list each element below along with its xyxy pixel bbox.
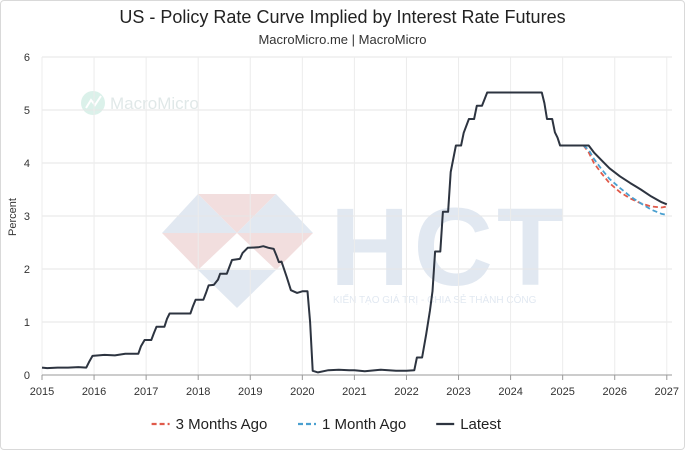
y-axis-label: Percent <box>7 198 19 236</box>
y-tick-label: 3 <box>24 211 30 223</box>
watermark: MacroMicro HCT KIẾN TẠO GIÁ TRỊ - CHIA S… <box>81 91 568 309</box>
y-tick-label: 0 <box>24 370 30 382</box>
x-tick-label: 2027 <box>655 386 679 398</box>
hct-diamond-top-icon <box>198 194 237 233</box>
legend-item-label[interactable]: Latest <box>460 416 502 433</box>
chart-subtitle: MacroMicro.me | MacroMicro <box>258 32 427 47</box>
x-tick-label: 2019 <box>238 386 262 398</box>
hct-slogan-watermark: KIẾN TẠO GIÁ TRỊ - CHIA SẺ THÀNH CÔNG <box>333 293 537 306</box>
axes: 0 1 2 3 4 5 6 2015 2016 2017 2018 2019 2020 2021 2022 2… <box>24 52 679 398</box>
x-tick-label: 2022 <box>394 386 418 398</box>
x-tick-label: 2026 <box>602 386 626 398</box>
y-tick-label: 5 <box>24 105 30 117</box>
y-tick-label: 6 <box>24 52 30 64</box>
hct-diamond-right-icon <box>237 194 313 233</box>
y-tick-label: 2 <box>24 264 30 276</box>
x-tick-label: 2025 <box>550 386 574 398</box>
x-tick-label: 2021 <box>342 386 366 398</box>
legend-item-label[interactable]: 1 Month Ago <box>322 416 406 433</box>
x-tick-label: 2017 <box>134 386 158 398</box>
series-layer <box>41 91 668 374</box>
x-tick-label: 2018 <box>186 386 210 398</box>
series-line-3-months-ago <box>582 144 667 209</box>
macromicro-watermark-text: MacroMicro <box>110 94 199 113</box>
x-tick-label: 2023 <box>446 386 470 398</box>
series-line-1-month-ago <box>582 144 667 216</box>
x-tick-label: 2020 <box>290 386 314 398</box>
hct-diamond-left-icon <box>162 194 237 233</box>
legend: 3 Months Ago 1 Month Ago Latest <box>151 416 502 433</box>
hct-diamond-left-lower-icon <box>162 233 237 270</box>
hct-diamond-bottom-icon <box>198 270 276 308</box>
logo-line-icon <box>85 95 102 109</box>
x-tick-label: 2016 <box>82 386 106 398</box>
x-tick-label: 2024 <box>498 386 522 398</box>
hct-brand-watermark: HCT <box>330 186 568 309</box>
grid <box>41 56 672 376</box>
legend-item-label[interactable]: 3 Months Ago <box>176 416 268 433</box>
series-line-latest <box>41 91 668 374</box>
chart-title: US - Policy Rate Curve Implied by Intere… <box>119 7 566 27</box>
y-tick-label: 4 <box>24 158 30 170</box>
x-tick-label: 2015 <box>30 386 54 398</box>
y-tick-label: 1 <box>24 317 30 329</box>
